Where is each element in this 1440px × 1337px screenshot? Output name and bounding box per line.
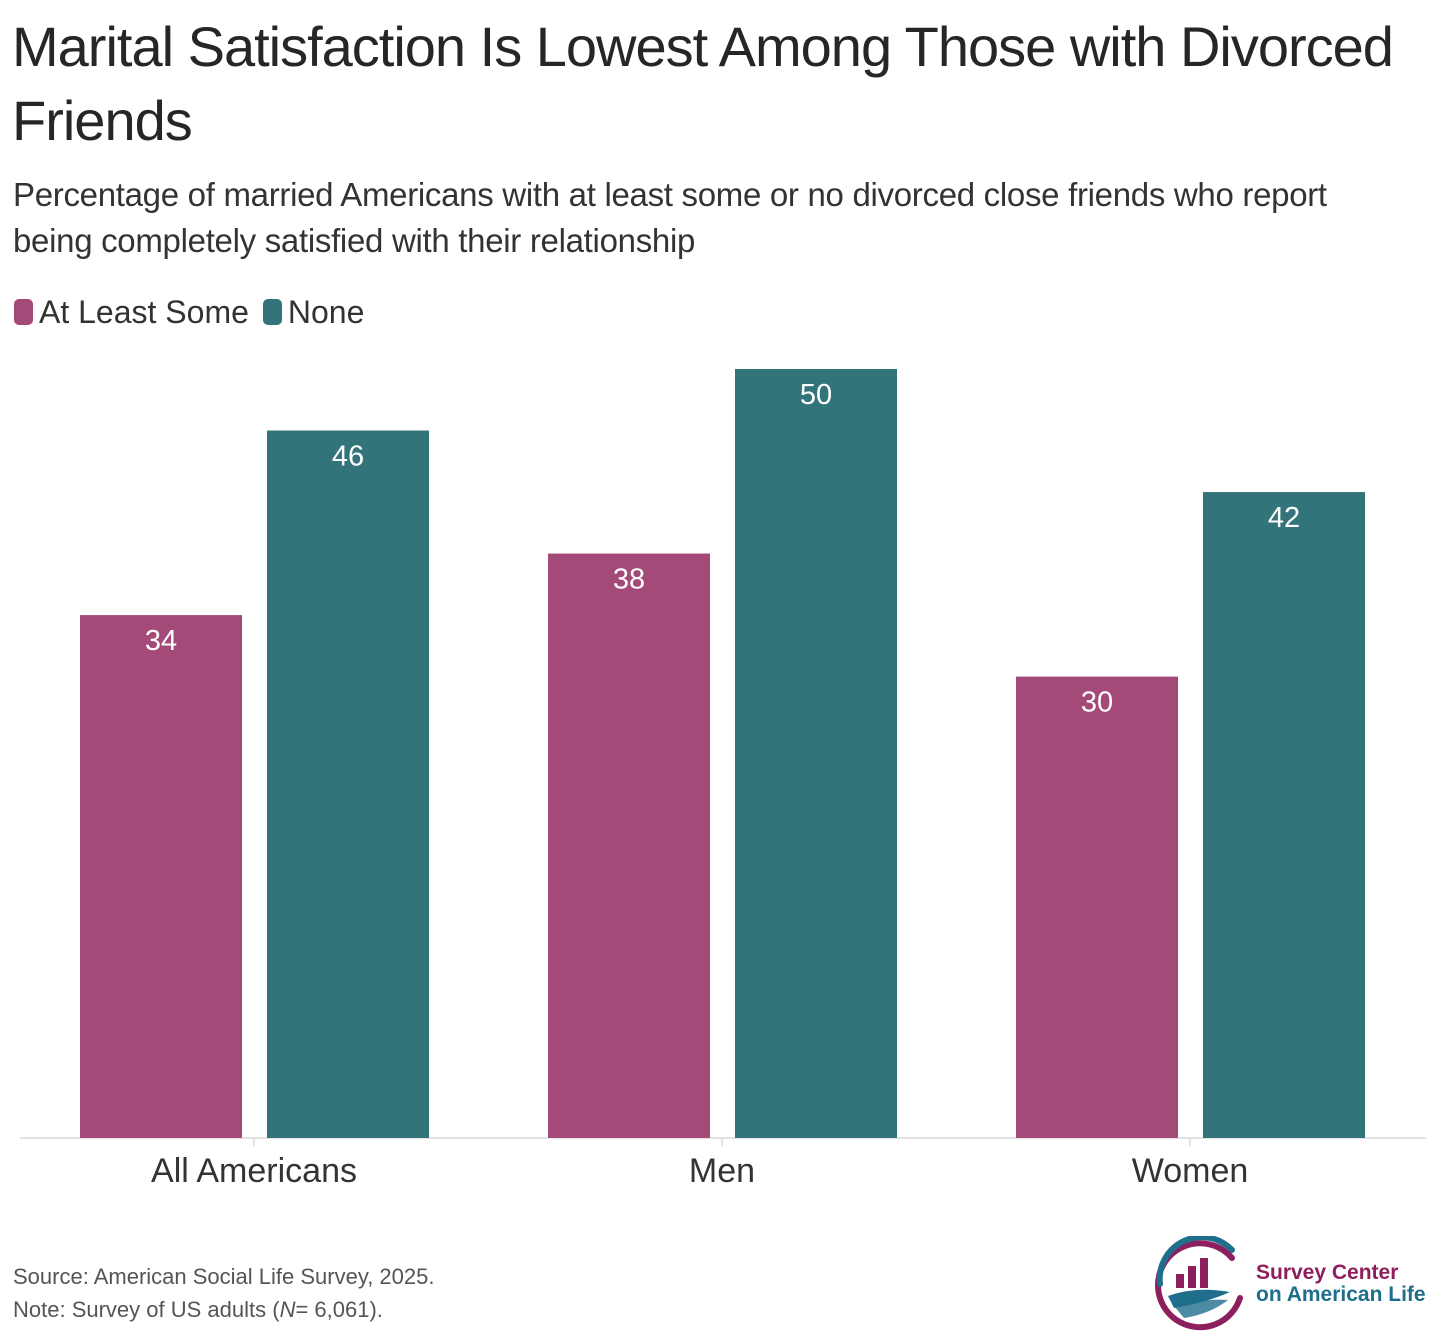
data-label: 42 — [1268, 502, 1300, 534]
x-tick-label: All Americans — [151, 1152, 357, 1190]
bar-none-all-americans — [267, 430, 429, 1138]
legend: At Least Some None — [14, 292, 378, 332]
logo-line-2: on American Life — [1256, 1283, 1426, 1306]
bar-none-men — [735, 369, 897, 1138]
source-note: Source: American Social Life Survey, 202… — [13, 1264, 435, 1289]
data-label: 46 — [332, 441, 364, 473]
bar-at-least-some-men — [548, 553, 710, 1138]
legend-item-none: None — [262, 293, 365, 331]
legend-swatch-at-least-some — [14, 299, 33, 325]
data-label: 34 — [145, 625, 177, 657]
legend-label-none: None — [287, 293, 365, 330]
sample-note-prefix: Note: Survey of US adults ( — [13, 1297, 280, 1322]
data-label: 50 — [800, 379, 832, 411]
survey-center-logo: Survey Center on American Life — [1144, 1234, 1434, 1332]
logo-line-1: Survey Center — [1256, 1261, 1399, 1284]
survey-center-logo-icon — [1155, 1234, 1243, 1331]
x-tick-label: Women — [1132, 1152, 1249, 1190]
chart-footer: Source: American Social Life Survey, 202… — [13, 1260, 434, 1326]
sample-note: Note: Survey of US adults (N= 6,061). — [13, 1293, 434, 1326]
legend-swatch-none — [262, 299, 282, 325]
chart-subtitle: Percentage of married Americans with at … — [13, 176, 1327, 259]
chart-title: Marital Satisfaction Is Lowest Among Tho… — [12, 15, 1394, 152]
sample-note-n: N — [279, 1297, 296, 1322]
sample-note-suffix: = 6,061). — [295, 1297, 383, 1322]
bar-none-women — [1203, 492, 1365, 1138]
bar-chart: 34 46 All Americans 38 50 Men 30 42 Women — [20, 369, 1426, 1190]
x-tick-label: Men — [689, 1152, 755, 1190]
legend-item-at-least-some: At Least Some — [14, 294, 249, 331]
logo-text: Survey Center on American Life — [1256, 1262, 1426, 1306]
bar-at-least-some-women — [1016, 676, 1178, 1138]
legend-label-at-least-some: At Least Some — [39, 293, 249, 330]
bar-at-least-some-all-americans — [80, 615, 242, 1138]
data-label: 30 — [1081, 687, 1113, 719]
data-label: 38 — [613, 564, 645, 596]
